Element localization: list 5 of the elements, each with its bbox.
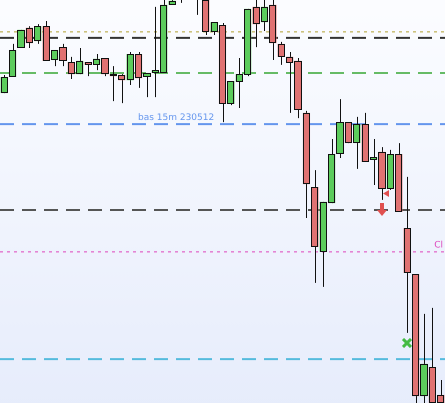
ref-line-label: bas 15m 230512	[138, 112, 214, 123]
ref-line-label: Cl	[434, 240, 443, 251]
candlestick	[278, 41, 285, 66]
candlestick	[0, 74, 8, 94]
candlestick	[9, 43, 16, 78]
